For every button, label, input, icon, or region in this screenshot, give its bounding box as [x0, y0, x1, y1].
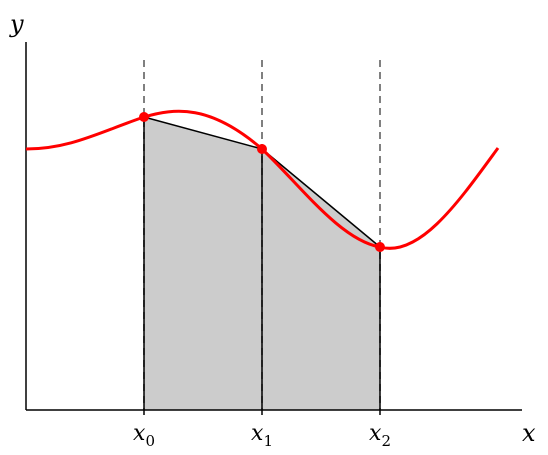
- x-axis-label: x: [522, 419, 536, 447]
- tick-label-x1: x1: [251, 421, 273, 450]
- sample-point-x2: [375, 242, 385, 252]
- function-curve: [25, 109, 500, 250]
- trapezoid-area-1: [144, 117, 262, 410]
- y-axis-label: y: [9, 10, 24, 38]
- trapezoid-top-2: [261, 148, 381, 248]
- tick-label-x2: x2: [369, 421, 391, 450]
- sample-point-x1: [257, 144, 267, 154]
- trapezoid-area-2: [262, 149, 380, 410]
- trapezoid-top-1: [143, 116, 263, 150]
- sample-point-x0: [139, 112, 149, 122]
- tick-label-x0: x0: [133, 421, 155, 450]
